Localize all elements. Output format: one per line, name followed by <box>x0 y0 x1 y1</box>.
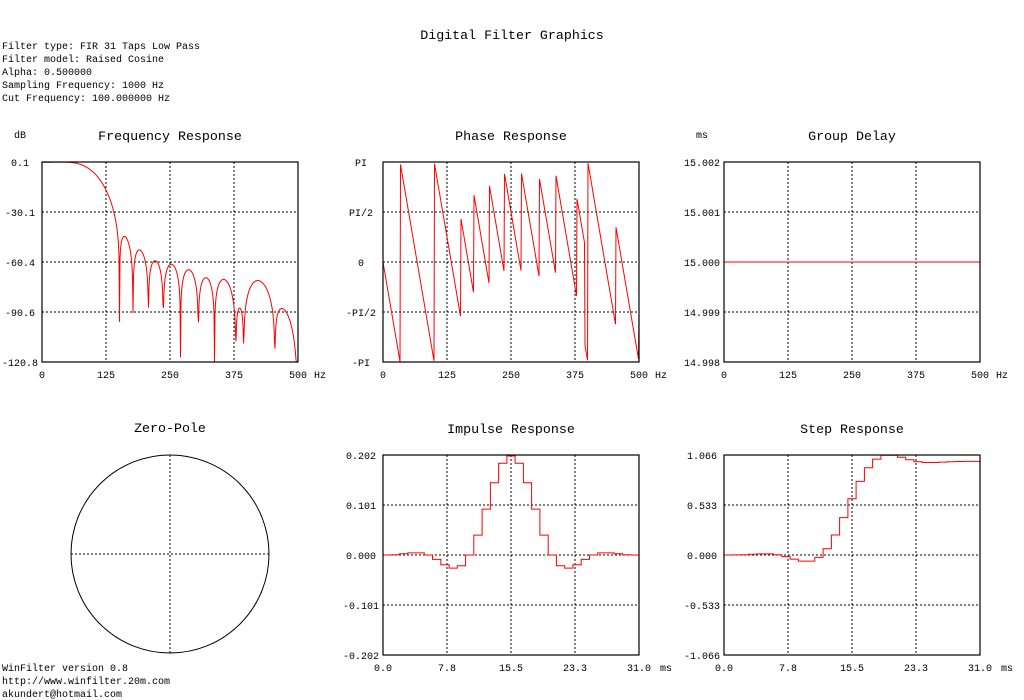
plot-frame <box>723 454 981 656</box>
x-tick-label: 500 <box>289 371 307 382</box>
y-tick-label: PI <box>355 159 367 170</box>
y-tick-label: 14.999 <box>684 309 720 320</box>
x-tick-label: 0 <box>380 371 386 382</box>
x-tick-label: 500 <box>630 371 648 382</box>
chart-title: Phase Response <box>455 129 567 144</box>
y-tick-label: -PI/2 <box>346 308 376 320</box>
impulse-trace <box>383 455 639 569</box>
x-tick-label: 15.5 <box>840 664 864 675</box>
footer: WinFilter version 0.8 http://www.winfilt… <box>2 663 170 700</box>
plot-frame <box>723 161 981 363</box>
y-tick-label: -30.1 <box>5 209 35 220</box>
x-unit-label: Hz <box>655 371 667 382</box>
gd-chart: Group Delay ms 15.002 15.001 15.000 14.999 14.… <box>684 129 1008 382</box>
y-tick-label: 15.001 <box>684 209 720 220</box>
x-tick-label: 375 <box>225 371 243 382</box>
zp-chart: Zero-Pole <box>70 421 270 654</box>
chart-title: Step Response <box>800 422 904 437</box>
y-tick-label: -PI <box>352 359 370 370</box>
y-unit-label: dB <box>14 130 26 142</box>
x-tick-label: 0 <box>721 371 727 382</box>
y-tick-label: -120.8 <box>2 359 38 370</box>
info-filter-type: Filter type: FIR 31 Taps Low Pass <box>2 41 200 53</box>
x-unit-label: Hz <box>996 371 1008 382</box>
x-tick-label: 31.0 <box>627 664 651 675</box>
freq-chart: Frequency Response dB 0.1 -30.1 -60.4 -90.6 -1… <box>2 129 326 382</box>
info-alpha: Alpha: 0.500000 <box>2 67 92 79</box>
x-tick-label: 375 <box>566 371 584 382</box>
footer-url: http://www.winfilter.20m.com <box>2 676 170 688</box>
plot-frame <box>382 161 640 363</box>
main-title: Digital Filter Graphics <box>420 28 604 43</box>
y-tick-label: 1.066 <box>687 452 717 463</box>
x-unit-label: ms <box>660 664 672 675</box>
plot-frame <box>41 161 299 363</box>
x-tick-label: 0.0 <box>374 664 392 675</box>
y-tick-label: 0.202 <box>346 452 376 463</box>
footer-version: WinFilter version 0.8 <box>2 663 128 675</box>
x-tick-label: 0 <box>39 371 45 382</box>
phase-trace <box>382 163 640 362</box>
chart-title: Impulse Response <box>447 422 575 437</box>
chart-title: Frequency Response <box>98 129 242 144</box>
y-unit-label: ms <box>696 131 708 142</box>
x-tick-label: 7.8 <box>438 664 456 675</box>
x-tick-label: 250 <box>502 371 520 382</box>
y-tick-label: 0.000 <box>346 552 376 563</box>
y-tick-label: -60.4 <box>5 259 35 270</box>
y-tick-label: 15.002 <box>684 159 720 170</box>
step-trace <box>724 454 980 562</box>
y-tick-label: -0.533 <box>684 602 720 613</box>
chart-title: Zero-Pole <box>134 421 206 436</box>
info-filter-model: Filter model: Raised Cosine <box>2 54 164 66</box>
x-tick-label: 23.3 <box>563 664 587 675</box>
x-tick-label: 250 <box>161 371 179 382</box>
x-unit-label: ms <box>1001 664 1013 675</box>
y-tick-label: -0.101 <box>343 602 379 613</box>
y-tick-label: -0.202 <box>343 652 379 663</box>
x-tick-label: 7.8 <box>779 664 797 675</box>
x-tick-label: 15.5 <box>499 664 523 675</box>
footer-email: akundert@hotmail.com <box>2 689 122 700</box>
filter-info: Filter type: FIR 31 Taps Low Pass Filter… <box>2 41 200 105</box>
y-tick-label: 14.998 <box>684 359 720 370</box>
x-tick-label: 125 <box>438 371 456 382</box>
y-tick-label: 0.533 <box>687 502 717 513</box>
y-tick-label: 0.1 <box>11 159 29 170</box>
step-chart: Step Response 1.066 0.533 0.000 -0.533 -1.066… <box>684 422 1013 675</box>
x-tick-label: 125 <box>779 371 797 382</box>
x-tick-label: 23.3 <box>904 664 928 675</box>
x-tick-label: 31.0 <box>968 664 992 675</box>
freq-trace <box>42 161 298 363</box>
y-tick-label: PI/2 <box>349 208 373 220</box>
info-sampling-frequency: Sampling Frequency: 1000 Hz <box>2 80 164 92</box>
x-tick-label: 500 <box>971 371 989 382</box>
y-tick-label: 0.101 <box>346 502 376 513</box>
y-tick-label: 15.000 <box>684 259 720 270</box>
info-cut-frequency: Cut Frequency: 100.000000 Hz <box>2 94 170 105</box>
plot-frame <box>382 454 640 656</box>
x-tick-label: 0.0 <box>715 664 733 675</box>
y-tick-label: 0.000 <box>687 552 717 563</box>
x-unit-label: Hz <box>314 371 326 382</box>
impulse-chart: Impulse Response 0.202 0.101 0.000 -0.101 -0.… <box>343 422 672 675</box>
y-tick-label: 0 <box>358 259 364 270</box>
x-tick-label: 375 <box>907 371 925 382</box>
y-tick-label: -1.066 <box>684 652 720 663</box>
chart-title: Group Delay <box>808 129 896 144</box>
phase-chart: Phase Response PI PI/2 0 -PI/2 -PI 0 125 250 375 5… <box>346 129 667 382</box>
y-tick-label: -90.6 <box>5 309 35 320</box>
x-tick-label: 250 <box>843 371 861 382</box>
x-tick-label: 125 <box>97 371 115 382</box>
